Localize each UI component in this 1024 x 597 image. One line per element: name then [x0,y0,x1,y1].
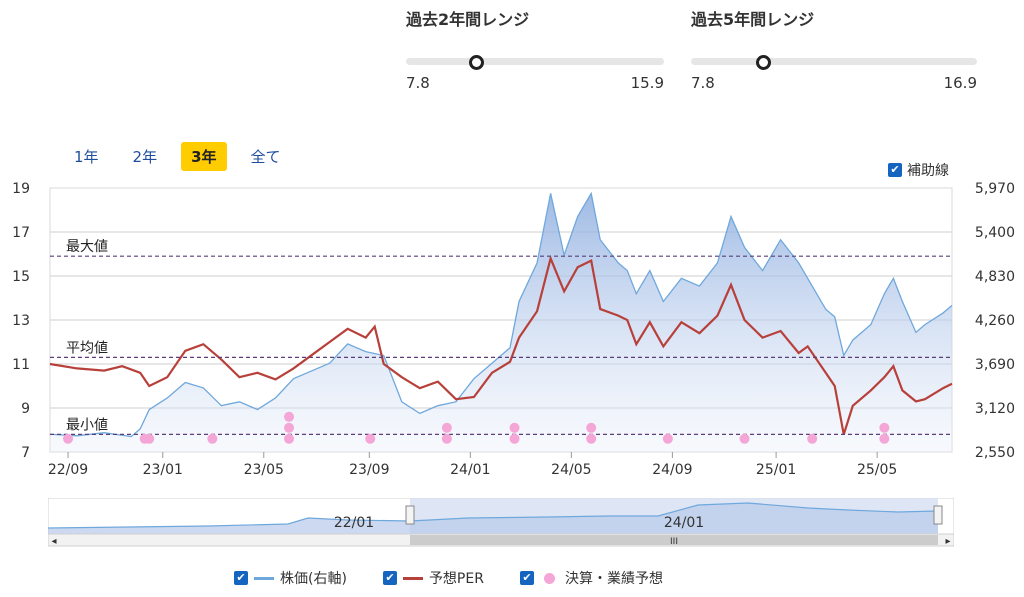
tab-2y[interactable]: 2年 [132,148,158,166]
right-axis-tick: 2,550 [975,445,1015,461]
left-axis-tick: 13 [12,313,30,329]
x-axis-tick: 23/05 [244,462,284,478]
navigator-handle-left[interactable] [405,505,415,525]
x-axis-tick: 24/05 [551,462,591,478]
x-axis-tick: 24/09 [652,462,692,478]
right-axis-tick: 4,830 [975,269,1015,285]
scrollbar-thumb[interactable] [410,535,938,545]
legend-stock-checkbox[interactable]: ✔ [234,571,248,585]
range-5y-knob [755,55,771,70]
earnings-dot [509,422,520,433]
range-5y-track [691,58,977,65]
x-axis-tick: 23/09 [349,462,389,478]
range-5y-min: 7.8 [691,74,715,92]
earnings-dot [739,433,750,444]
navigator[interactable]: 22/01 24/01 III ◂ ▸ [48,498,954,550]
range-2y-min: 7.8 [406,74,430,92]
earnings-dot [144,433,155,444]
navigator-label: 24/01 [664,515,704,531]
reference-label: 平均値 [66,340,108,356]
right-axis-tick: 3,120 [975,401,1015,417]
earnings-dot [284,433,295,444]
legend-per-swatch [402,576,423,580]
range-5y: 過去5年間レンジ 7.8 16.9 [691,6,977,92]
left-axis-tick: 19 [12,181,30,197]
earnings-dot [207,433,218,444]
left-axis-tick: 17 [12,225,30,241]
stock-price-line [49,191,953,438]
legend-stock-price[interactable]: ✔ 株価(右軸) [234,568,347,588]
left-axis-tick: 11 [12,357,30,373]
navigator-line [48,502,939,529]
earnings-dot [662,433,673,444]
earnings-dot [879,422,890,433]
scroll-right-arrow[interactable]: ▸ [945,536,950,547]
x-axis-tick: 22/09 [48,462,88,478]
tab-3y[interactable]: 3年 [181,142,227,171]
earnings-dot [879,433,890,444]
period-tabs: 1年 2年 3年 全て [64,142,291,171]
left-axis-tick: 7 [21,445,30,461]
legend: ✔ 株価(右軸) ✔ 予想PER ✔ 決算・業績予想 [234,568,663,588]
right-axis-tick: 5,970 [975,181,1015,197]
guide-label: 補助線 [907,163,949,179]
legend-per-checkbox[interactable]: ✔ [382,571,397,585]
right-axis-tick: 3,690 [975,357,1015,373]
right-axis-tick: 5,400 [975,225,1015,241]
legend-stock-label: 株価(右軸) [280,571,347,587]
x-axis-tick: 24/01 [450,462,490,478]
guide-toggle[interactable]: ✔ 補助線 [888,160,949,180]
navigator-handle-right[interactable] [933,505,943,525]
earnings-dot [509,433,520,444]
earnings-dot [365,433,376,444]
legend-per-label: 予想PER [428,571,484,587]
right-axis-tick: 4,260 [975,313,1015,329]
scrollbar-grip: III [670,537,678,547]
reference-label: 最大値 [66,239,108,255]
earnings-dot [441,422,452,433]
scroll-left-arrow[interactable]: ◂ [51,536,56,547]
legend-per[interactable]: ✔ 予想PER [382,568,484,588]
x-axis-tick: 23/01 [143,462,183,478]
left-axis-tick: 9 [21,401,30,417]
navigator-label: 22/01 [334,515,374,531]
tab-1y[interactable]: 1年 [74,148,99,166]
legend-earnings[interactable]: ✔ 決算・業績予想 [519,568,663,588]
earnings-dot [284,411,295,422]
earnings-dot [586,433,597,444]
stock-price-area [50,193,952,452]
x-axis-tick: 25/01 [756,462,796,478]
range-2y-max: 15.9 [630,74,664,92]
tab-all[interactable]: 全て [250,148,281,166]
reference-label: 最小値 [66,417,108,433]
range-2y: 過去2年間レンジ 7.8 15.9 [406,6,664,92]
legend-earnings-label: 決算・業績予想 [564,571,663,587]
range-2y-title: 過去2年間レンジ [406,10,530,29]
guide-checkbox[interactable]: ✔ [888,163,902,177]
range-2y-track [406,58,664,65]
main-chart: 7 9 11 13 15 17 19 2,550 3,120 3,690 4,260 4,830 5,4… [12,181,1015,478]
per-line [49,254,953,435]
earnings-dot [586,422,597,433]
left-axis-tick: 15 [12,269,30,285]
earnings-dot [63,433,74,444]
legend-stock-swatch [254,576,274,580]
x-axis-tick: 25/05 [857,462,897,478]
earnings-dot [441,433,452,444]
earnings-dot [284,422,295,433]
range-5y-max: 16.9 [943,74,977,92]
navigator-area [48,503,938,534]
range-5y-title: 過去5年間レンジ [691,10,815,29]
legend-earnings-checkbox[interactable]: ✔ [519,571,534,585]
earnings-dot [807,433,818,444]
legend-earnings-swatch [543,572,555,584]
range-2y-knob [468,55,484,70]
